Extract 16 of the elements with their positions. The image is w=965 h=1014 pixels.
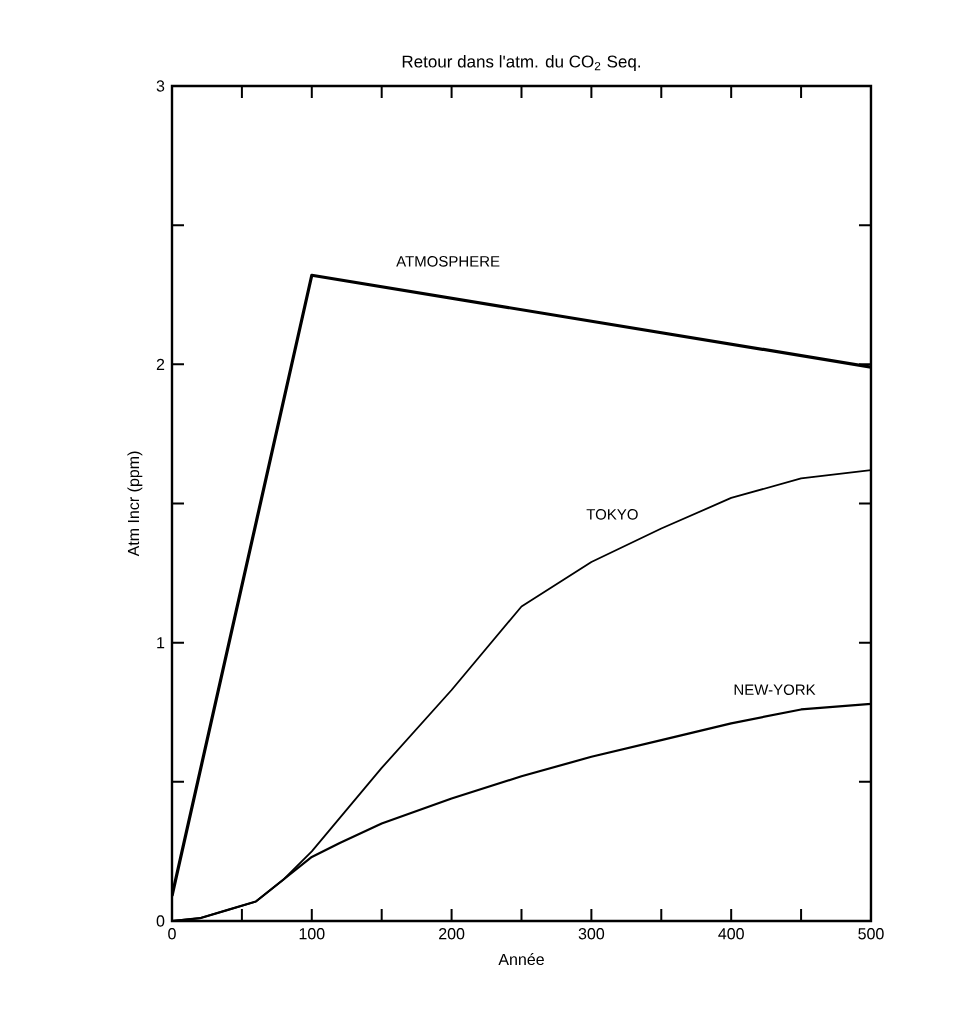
- x-tick-label: 500: [858, 928, 884, 940]
- chart-title: Retour dans l'atm. du CO$_{2}$ Seq.: [402, 55, 641, 71]
- x-tick-label: 400: [718, 928, 744, 940]
- x-tick-label: 0: [168, 928, 176, 940]
- series-label: ATMOSPHERE: [396, 256, 500, 267]
- series-label: NEW-YORK: [734, 684, 816, 696]
- y-tick-label: 3: [156, 80, 165, 92]
- y-tick-label: 0: [156, 915, 165, 927]
- x-tick-label: 300: [578, 928, 605, 940]
- series-label: TOKYO: [586, 509, 638, 520]
- y-axis-title: Atm Incr (ppm): [127, 451, 143, 557]
- x-tick-label: 100: [299, 928, 325, 940]
- y-tick-label: 2: [156, 358, 165, 370]
- y-tick-label: 1: [157, 637, 165, 649]
- x-tick-label: 200: [439, 928, 465, 940]
- x-axis-title: Année: [498, 953, 544, 966]
